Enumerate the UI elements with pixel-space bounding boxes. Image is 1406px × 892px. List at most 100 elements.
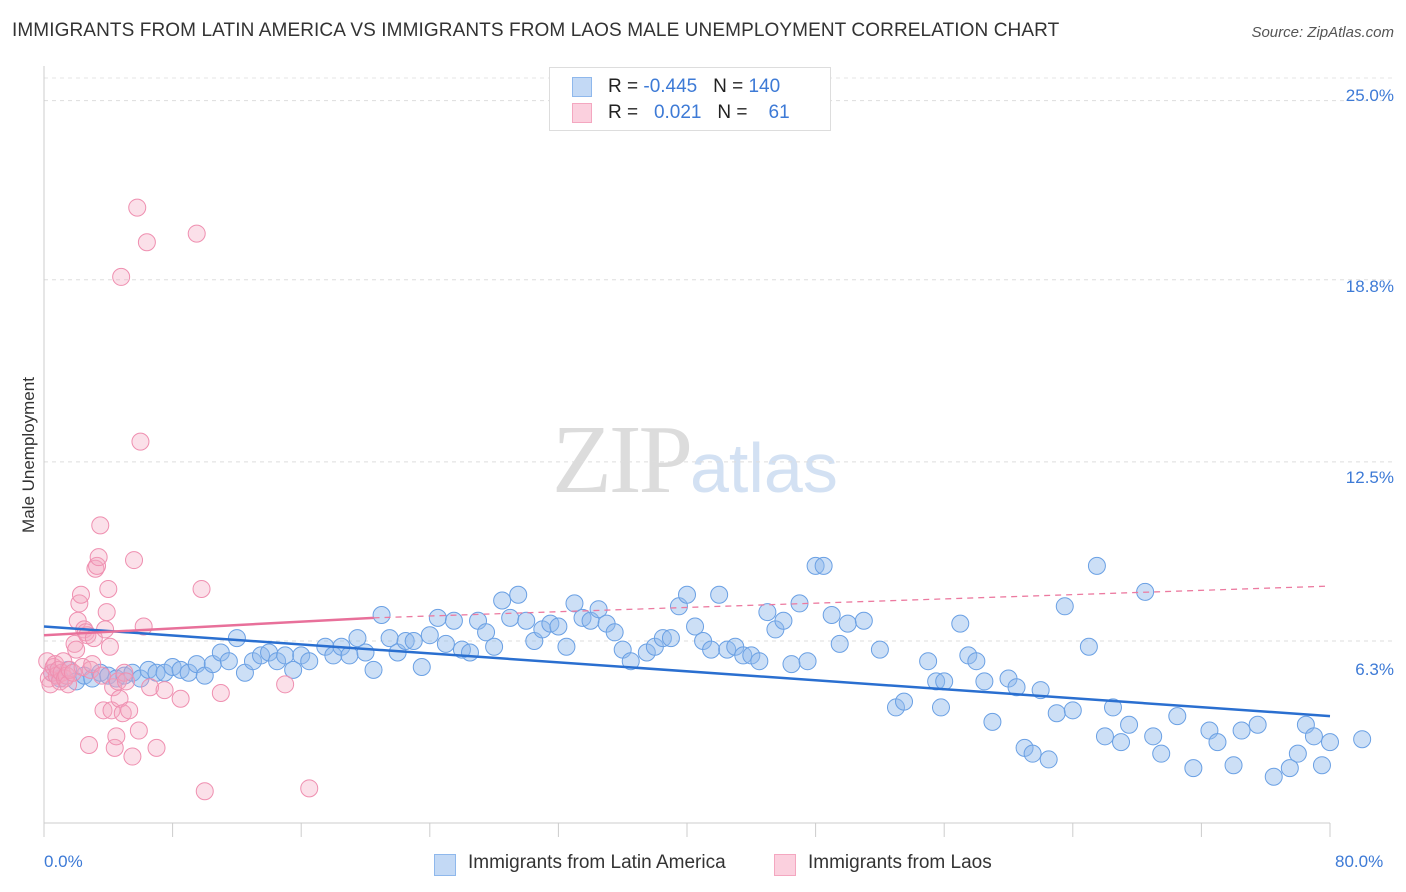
data-point-laos xyxy=(83,655,102,674)
data-point-latin-america xyxy=(951,614,970,633)
data-point-latin-america xyxy=(557,637,576,656)
data-point-latin-america xyxy=(758,603,777,622)
data-point-latin-america xyxy=(1023,744,1042,763)
data-point-latin-america xyxy=(460,643,479,662)
data-point-latin-america xyxy=(774,611,793,630)
data-point-latin-america xyxy=(1288,744,1307,763)
data-point-latin-america xyxy=(854,611,873,630)
data-point-laos xyxy=(129,721,148,740)
data-point-latin-america xyxy=(621,652,640,671)
data-point-latin-america xyxy=(919,652,938,671)
data-point-latin-america xyxy=(501,608,520,627)
r-value: 0.021 xyxy=(653,102,702,123)
legend-swatch-blue xyxy=(572,77,592,97)
data-point-latin-america xyxy=(870,640,889,659)
data-point-latin-america xyxy=(838,614,857,633)
data-point-latin-america xyxy=(983,712,1002,731)
data-point-laos xyxy=(92,666,111,685)
data-point-latin-america xyxy=(517,611,536,630)
data-point-laos xyxy=(123,747,142,766)
data-point-laos xyxy=(171,689,190,708)
data-point-latin-america xyxy=(219,652,238,671)
data-point-laos xyxy=(187,224,206,243)
data-point-latin-america xyxy=(372,605,391,624)
data-point-latin-america xyxy=(975,672,994,691)
data-point-laos xyxy=(100,637,119,656)
data-point-latin-america xyxy=(227,629,246,648)
data-point-latin-america xyxy=(750,652,769,671)
data-point-laos xyxy=(211,683,230,702)
data-point-latin-america xyxy=(549,617,568,636)
trend-line-laos xyxy=(43,616,374,637)
data-point-latin-america xyxy=(1063,701,1082,720)
data-point-laos xyxy=(192,579,211,598)
data-point-laos xyxy=(86,559,105,578)
data-point-latin-america xyxy=(710,585,729,604)
data-point-latin-america xyxy=(1208,733,1227,752)
data-point-latin-america xyxy=(412,657,431,676)
data-point-latin-america xyxy=(276,646,295,665)
correlation-legend: R = -0.445 N = 140 R = 0.021 N = 61 xyxy=(549,67,831,131)
data-point-laos xyxy=(97,603,116,622)
data-point-laos xyxy=(105,738,124,757)
data-point-laos xyxy=(155,681,174,700)
data-point-laos xyxy=(300,779,319,798)
data-point-laos xyxy=(107,727,126,746)
data-point-latin-america xyxy=(782,655,801,674)
data-point-laos xyxy=(125,551,144,570)
data-point-laos xyxy=(141,678,160,697)
data-point-latin-america xyxy=(702,640,721,659)
data-point-latin-america xyxy=(1184,759,1203,778)
data-point-latin-america xyxy=(1353,730,1372,749)
data-point-laos xyxy=(80,735,99,754)
data-point-latin-america xyxy=(1087,556,1106,575)
data-point-laos xyxy=(128,198,147,217)
data-point-laos xyxy=(110,689,129,708)
data-point-latin-america xyxy=(1039,750,1058,769)
data-point-latin-america xyxy=(822,605,841,624)
data-point-laos xyxy=(99,579,118,598)
r-label: R = xyxy=(608,102,644,123)
data-point-latin-america xyxy=(340,646,359,665)
data-point-latin-america xyxy=(1224,756,1243,775)
data-point-latin-america xyxy=(814,556,833,575)
n-value: 140 xyxy=(748,76,781,97)
data-point-latin-america xyxy=(1031,681,1050,700)
data-point-laos xyxy=(137,233,156,252)
legend-swatch-pink xyxy=(774,854,796,876)
y-axis-label: Male Unemployment xyxy=(19,377,38,533)
data-point-laos xyxy=(91,516,110,535)
data-point-latin-america xyxy=(364,660,383,679)
data-point-latin-america xyxy=(404,631,423,650)
data-point-latin-america xyxy=(678,585,696,604)
watermark: ZIPatlas xyxy=(552,402,838,516)
data-point-latin-america xyxy=(1103,698,1122,717)
data-point-latin-america xyxy=(1112,733,1131,752)
y-tick-label: 25.0% xyxy=(1345,86,1394,105)
trend-line-laos-extension xyxy=(373,585,1331,619)
data-point-laos xyxy=(63,663,82,682)
data-point-latin-america xyxy=(1047,704,1066,723)
data-point-latin-america xyxy=(1055,597,1074,616)
watermark-atlas: atlas xyxy=(690,429,838,507)
data-point-latin-america xyxy=(686,617,705,636)
y-tick-label: 18.8% xyxy=(1345,277,1394,296)
n-label: N = xyxy=(717,102,753,123)
data-point-laos xyxy=(131,432,150,451)
data-point-laos xyxy=(89,548,108,567)
data-point-latin-america xyxy=(428,608,447,627)
x-tick-label: 80.0% xyxy=(1335,852,1384,871)
legend-swatch-blue xyxy=(434,854,456,876)
data-point-latin-america xyxy=(1120,715,1139,734)
legend-label: Immigrants from Laos xyxy=(808,852,992,873)
data-point-laos xyxy=(67,640,86,659)
data-point-latin-america xyxy=(830,634,849,653)
data-point-latin-america xyxy=(1152,744,1171,763)
data-point-latin-america xyxy=(420,626,439,645)
data-point-latin-america xyxy=(356,643,375,662)
data-point-latin-america xyxy=(605,623,624,642)
data-point-latin-america xyxy=(1264,767,1283,786)
data-point-latin-america xyxy=(967,652,986,671)
watermark-zip: ZIP xyxy=(552,406,693,514)
